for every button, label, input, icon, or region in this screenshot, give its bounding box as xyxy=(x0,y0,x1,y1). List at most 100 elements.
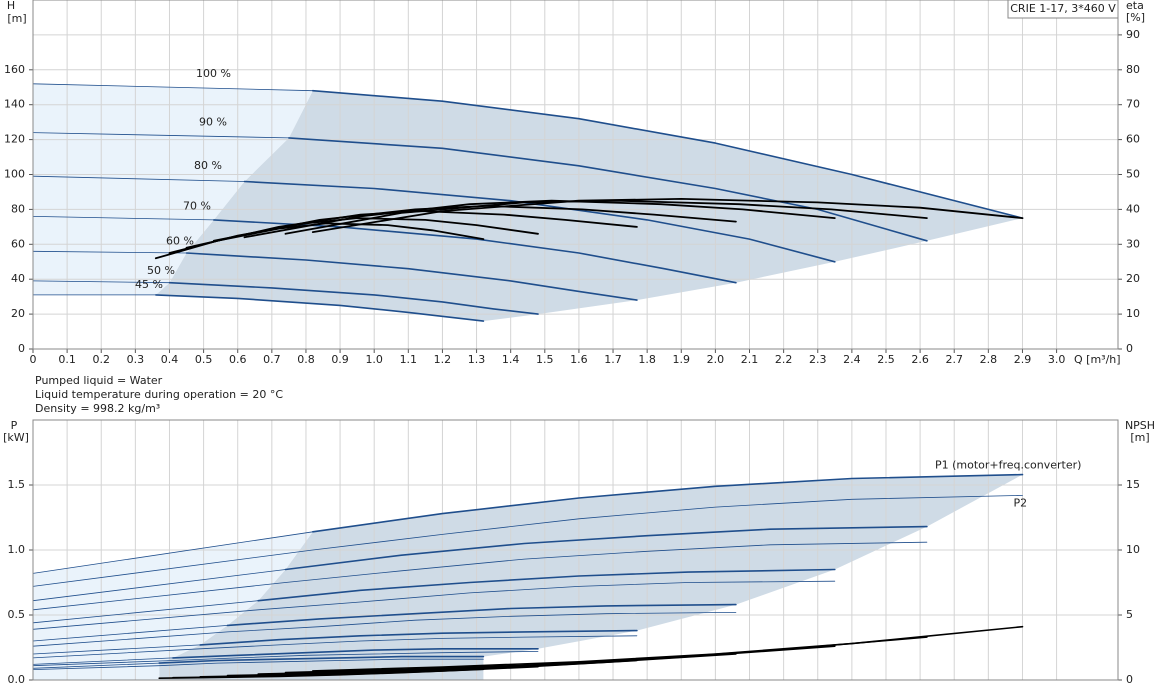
y2-tick-label: 30 xyxy=(1126,237,1140,250)
x-tick-label: 0.1 xyxy=(58,353,76,366)
curve xyxy=(284,525,928,571)
curve-right-axis xyxy=(168,217,539,254)
note: Liquid temperature during operation = 20… xyxy=(35,388,283,401)
speed-label: 70 % xyxy=(183,199,211,212)
y-tick-label: 0 xyxy=(18,342,25,355)
y-tick-label: 20 xyxy=(11,307,25,320)
speed-label: 80 % xyxy=(194,159,222,172)
y-tick-label: 120 xyxy=(4,133,25,146)
curve xyxy=(158,655,485,664)
curve xyxy=(32,495,1023,587)
q-axis-label: Q [m³/h] xyxy=(1074,353,1121,366)
x-tick-label: 0 xyxy=(30,353,37,366)
y2-tick-label: 15 xyxy=(1126,478,1140,491)
curve xyxy=(32,644,201,655)
y2-tick-label: 0 xyxy=(1126,673,1133,686)
h-axis-unit: [m] xyxy=(7,12,26,25)
curve xyxy=(32,216,215,221)
y2-tick-label: 50 xyxy=(1126,168,1140,181)
curve xyxy=(32,541,928,611)
curve xyxy=(288,137,928,242)
operating-area xyxy=(155,90,1023,322)
curve xyxy=(32,651,539,667)
y-tick-label: 80 xyxy=(11,202,25,215)
curve xyxy=(213,219,737,284)
x-tick-label: 1.3 xyxy=(468,353,486,366)
curve-right-axis xyxy=(185,210,638,249)
curve xyxy=(32,175,245,182)
x-tick-label: 2.9 xyxy=(1014,353,1032,366)
y2-tick-label: 80 xyxy=(1126,63,1140,76)
x-tick-label: 0.6 xyxy=(229,353,247,366)
curve xyxy=(32,569,286,602)
x-tick-label: 1.7 xyxy=(604,353,622,366)
y-tick-label: 1.5 xyxy=(8,478,26,491)
x-tick-label: 2.0 xyxy=(707,353,725,366)
x-tick-label: 2.1 xyxy=(741,353,759,366)
line-layer xyxy=(32,473,1024,679)
x-tick-label: 1.2 xyxy=(434,353,452,366)
curve xyxy=(32,625,228,642)
y-tick-label: 0.5 xyxy=(8,608,26,621)
y2-tick-label: 10 xyxy=(1126,307,1140,320)
x-tick-label: 3.0 xyxy=(1048,353,1066,366)
x-tick-label: 2.5 xyxy=(877,353,895,366)
curve xyxy=(32,132,290,139)
eta-axis-label: eta xyxy=(1126,0,1144,12)
curve xyxy=(257,568,836,602)
curve xyxy=(32,657,174,665)
x-tick-label: 2.7 xyxy=(945,353,963,366)
x-tick-label: 2.6 xyxy=(911,353,929,366)
x-tick-label: 2.8 xyxy=(980,353,998,366)
y-tick-label: 60 xyxy=(11,237,25,250)
curve xyxy=(32,580,836,630)
curve-right-axis xyxy=(243,199,836,239)
curve xyxy=(32,83,314,92)
series-label: P1 (motor+freq.converter) xyxy=(935,459,1082,472)
x-tick-label: 2.4 xyxy=(843,353,861,366)
title-box xyxy=(1007,0,1119,19)
npsh-axis-unit: [m] xyxy=(1130,431,1149,444)
curve xyxy=(312,89,1024,219)
x-tick-label: 1.8 xyxy=(638,353,656,366)
speed-label: 100 % xyxy=(196,67,231,80)
h-axis-label: H xyxy=(7,0,15,12)
x-tick-label: 0.4 xyxy=(161,353,179,366)
grid-layer xyxy=(32,420,1118,681)
operating-area xyxy=(159,474,1023,680)
x-tick-label: 0.3 xyxy=(127,353,145,366)
curve-right-axis xyxy=(158,668,485,679)
speed-label: 50 % xyxy=(147,264,175,277)
x-tick-label: 0.7 xyxy=(263,353,281,366)
x-tick-label: 1.0 xyxy=(365,353,383,366)
curve xyxy=(32,635,638,659)
curve xyxy=(226,603,737,627)
x-tick-label: 0.5 xyxy=(195,353,213,366)
y-tick-label: 100 xyxy=(4,168,25,181)
curve xyxy=(32,250,187,254)
y2-tick-label: 0 xyxy=(1126,342,1133,355)
x-tick-label: 0.8 xyxy=(297,353,315,366)
eta-axis-unit: [%] xyxy=(1126,11,1145,24)
curve xyxy=(32,531,314,574)
y2-tick-label: 40 xyxy=(1126,202,1140,215)
curve xyxy=(32,600,259,624)
curve xyxy=(32,280,170,284)
series-label: P2 xyxy=(1013,496,1027,509)
p-axis-label: P xyxy=(11,419,18,432)
x-tick-label: 0.2 xyxy=(92,353,110,366)
y2-tick-label: 20 xyxy=(1126,272,1140,285)
x-tick-label: 1.5 xyxy=(536,353,554,366)
curve xyxy=(168,281,539,315)
y-tick-label: 160 xyxy=(4,63,25,76)
speed-label: 90 % xyxy=(199,116,227,129)
x-tick-label: 2.2 xyxy=(775,353,793,366)
x-tick-label: 0.9 xyxy=(331,353,349,366)
y-tick-label: 0.0 xyxy=(8,673,26,686)
x-tick-label: 1.6 xyxy=(570,353,588,366)
curve-right-axis xyxy=(154,222,485,260)
curve xyxy=(199,629,638,646)
y2-tick-label: 5 xyxy=(1126,608,1133,621)
line-layer xyxy=(32,83,1024,322)
curve xyxy=(32,662,160,669)
